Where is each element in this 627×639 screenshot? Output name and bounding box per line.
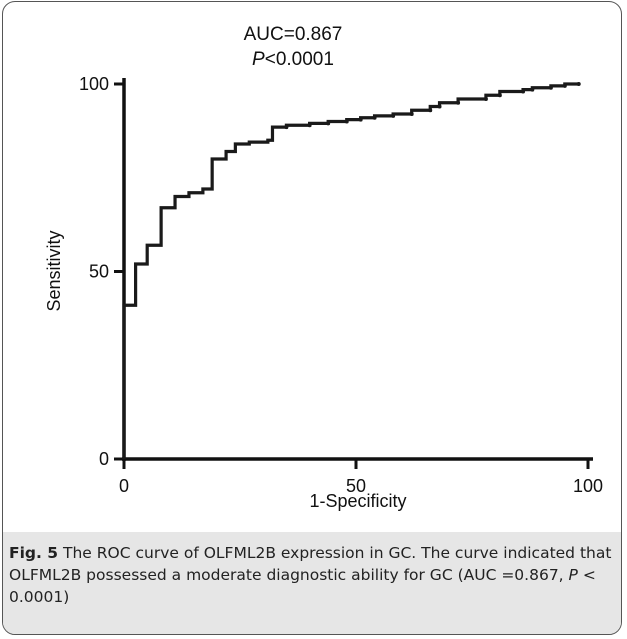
roc-step-point: [483, 97, 488, 101]
roc-step-point: [576, 82, 581, 86]
roc-step-point: [326, 121, 331, 126]
x-tick-label: 50: [346, 476, 366, 496]
roc-step-point: [530, 87, 535, 92]
roc-step-point: [548, 85, 553, 90]
roc-curve-line: [122, 82, 579, 459]
roc-step-point: [372, 115, 377, 120]
y-axis-label: Sensitivity: [44, 230, 64, 311]
roc-step-point: [562, 83, 567, 88]
x-tick-label: 100: [573, 476, 603, 496]
roc-step-point: [344, 119, 349, 124]
roc-chart: AUC=0.867 P<0.0001 0 50 100 0 50 100 1-Specif…: [44, 24, 603, 511]
chart-title-p-symbol: P: [252, 49, 265, 70]
roc-step-point: [391, 113, 396, 118]
y-tick-label: 50: [89, 262, 109, 282]
figure-caption: Fig. 5 The ROC curve of OLFML2B expressi…: [3, 532, 621, 634]
caption-figure-label: Fig. 5: [9, 544, 59, 562]
roc-step-point: [497, 93, 502, 98]
roc-step-point: [456, 100, 461, 105]
roc-curve-group: [122, 82, 581, 459]
roc-step-point: [284, 125, 289, 130]
y-tick-label: 100: [79, 74, 109, 94]
roc-step-point: [521, 89, 526, 94]
roc-step-point: [307, 123, 312, 128]
caption-text-end: < 0.0001): [9, 566, 596, 606]
axis-ticks: 0 50 100 0 50 100: [79, 74, 603, 496]
roc-step-point: [409, 112, 414, 116]
chart-title-p-value: P<0.0001: [252, 49, 334, 70]
x-axis-label: 1-Specificity: [309, 491, 406, 511]
x-tick-label: 0: [119, 476, 129, 496]
caption-text-main: The ROC curve of OLFML2B expression in G…: [9, 544, 612, 584]
chart-title-auc: AUC=0.867: [244, 24, 343, 45]
roc-step-point: [358, 117, 363, 122]
caption-p-symbol: P: [568, 566, 578, 584]
roc-step-point: [437, 104, 442, 109]
y-tick-label: 0: [99, 449, 109, 469]
chart-title-p-rest: <0.0001: [265, 49, 334, 70]
roc-step-point: [428, 108, 433, 113]
